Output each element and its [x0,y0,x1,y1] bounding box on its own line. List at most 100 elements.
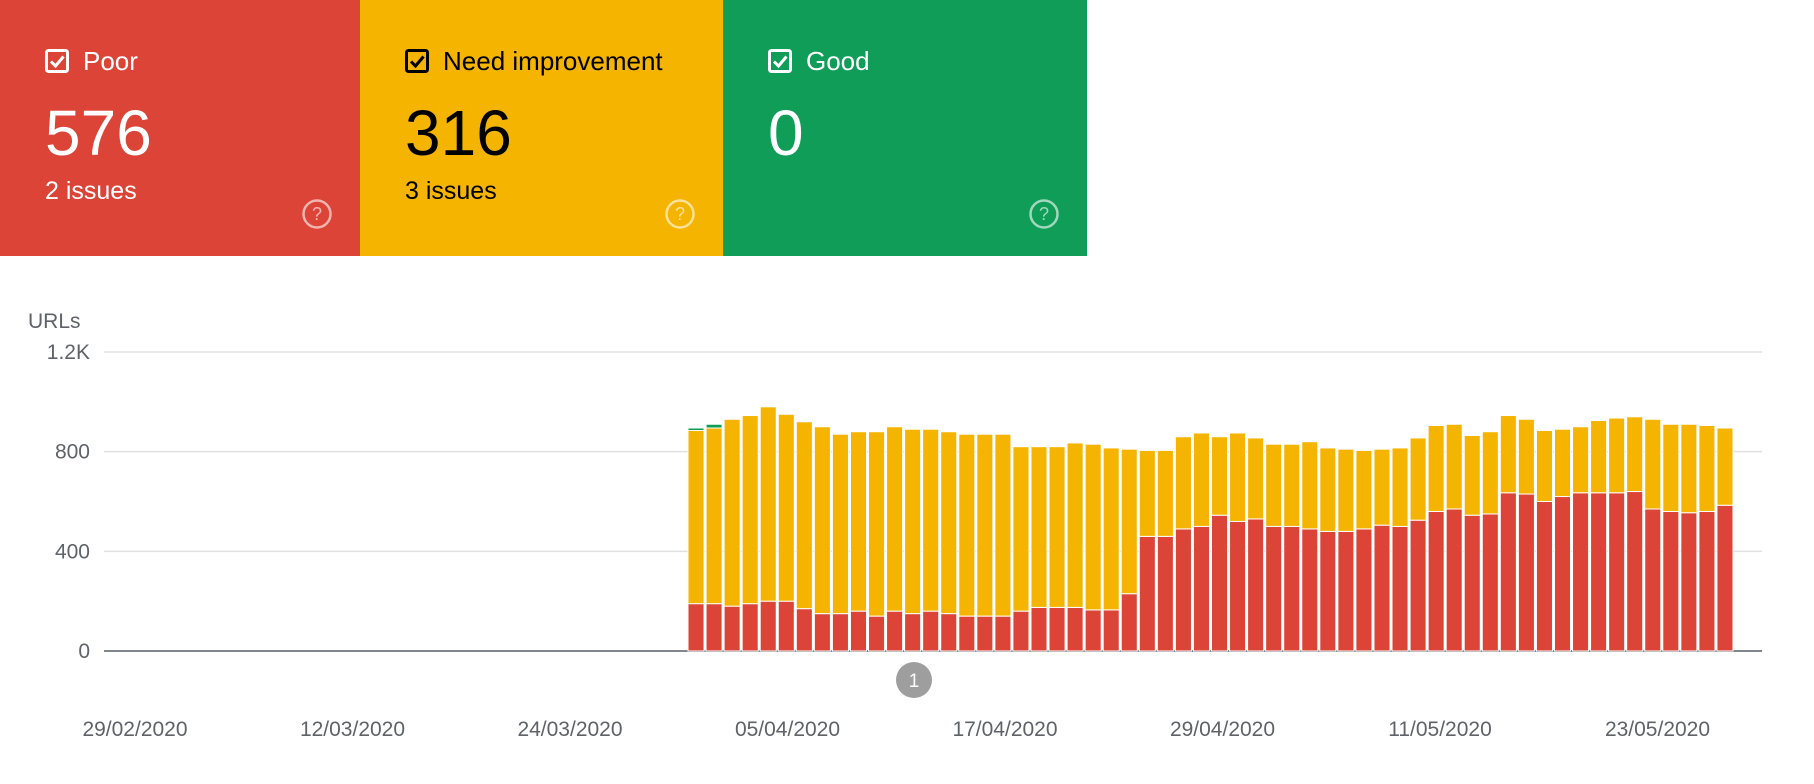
bar-segment-poor[interactable] [831,613,849,652]
bar-segment-poor[interactable] [1301,528,1319,652]
checkbox-checked-icon[interactable] [405,49,429,73]
bar-segment-need[interactable] [1337,448,1355,532]
bar-segment-poor[interactable] [886,610,904,652]
help-icon[interactable]: ? [664,198,696,230]
bar-segment-poor[interactable] [1030,606,1048,652]
bar-segment-need[interactable] [1247,437,1265,520]
bar-segment-need[interactable] [1066,442,1084,608]
bar-segment-poor[interactable] [759,600,777,652]
bar-segment-need[interactable] [1499,415,1517,494]
bar-segment-poor[interactable] [1373,524,1391,652]
bar-segment-poor[interactable] [741,603,759,652]
bar-segment-need[interactable] [1716,427,1734,506]
bar-segment-poor[interactable] [1283,525,1301,652]
bar-segment-poor[interactable] [958,615,976,652]
bar-segment-poor[interactable] [1680,512,1698,652]
bar-segment-need[interactable] [1463,434,1481,516]
bar-segment-poor[interactable] [1662,510,1680,652]
bar-segment-need[interactable] [1174,436,1192,530]
bar-segment-poor[interactable] [723,605,741,652]
bar-segment-poor[interactable] [1174,528,1192,652]
bar-segment-need[interactable] [723,418,741,607]
bar-segment-poor[interactable] [1463,514,1481,652]
bar-segment-need[interactable] [886,426,904,612]
help-icon[interactable]: ? [301,198,333,230]
bar-segment-poor[interactable] [1120,593,1138,652]
bar-segment-poor[interactable] [1626,491,1644,652]
bar-segment-poor[interactable] [868,615,886,652]
bar-segment-poor[interactable] [1337,530,1355,652]
bar-segment-need[interactable] [1391,447,1409,527]
bar-segment-need[interactable] [904,428,922,615]
bar-segment-poor[interactable] [1644,508,1662,652]
bar-segment-need[interactable] [1265,443,1283,527]
help-icon[interactable]: ? [1028,198,1060,230]
bar-segment-poor[interactable] [687,603,705,652]
bar-segment-need[interactable] [1319,447,1337,532]
annotation-marker[interactable]: 1 [896,662,932,698]
bar-segment-poor[interactable] [1572,492,1590,652]
bar-segment-need[interactable] [1048,446,1066,608]
bar-segment-poor[interactable] [813,613,831,652]
bar-segment-need[interactable] [1138,449,1156,537]
bar-segment-poor[interactable] [1211,514,1229,652]
bar-segment-need[interactable] [1427,425,1445,512]
bar-segment-need[interactable] [759,406,777,602]
bar-segment-poor[interactable] [922,610,940,652]
bar-segment-need[interactable] [1102,447,1120,611]
bar-segment-poor[interactable] [976,615,994,652]
bar-segment-need[interactable] [940,431,958,615]
bar-segment-poor[interactable] [1084,609,1102,652]
bar-segment-need[interactable] [1012,446,1030,612]
bar-segment-need[interactable] [1517,418,1535,495]
bar-segment-poor[interactable] [1247,518,1265,652]
bar-segment-need[interactable] [1626,416,1644,493]
bar-segment-need[interactable] [1120,448,1138,595]
bar-segment-need[interactable] [1229,432,1247,522]
need-improvement-card[interactable]: Need improvement 316 3 issues ? [360,0,723,256]
bar-segment-need[interactable] [1192,432,1210,527]
bar-segment-poor[interactable] [1048,606,1066,652]
checkbox-checked-icon[interactable] [768,49,792,73]
bar-segment-need[interactable] [1644,418,1662,510]
poor-issues[interactable]: 2 issues [45,177,137,205]
bar-segment-need[interactable] [1283,443,1301,527]
bar-segment-need[interactable] [1535,429,1553,503]
bar-segment-poor[interactable] [904,613,922,652]
bar-segment-poor[interactable] [1499,492,1517,652]
bar-segment-need[interactable] [1553,428,1572,498]
bar-segment-poor[interactable] [777,600,795,652]
bar-segment-need[interactable] [1156,449,1174,537]
bar-segment-need[interactable] [1590,420,1608,494]
bar-segment-poor[interactable] [1102,609,1120,652]
bar-segment-need[interactable] [849,431,868,612]
bar-segment-poor[interactable] [1192,525,1210,652]
bar-segment-need[interactable] [1608,417,1626,494]
bar-segment-need[interactable] [868,431,886,617]
bar-segment-need[interactable] [1355,449,1373,530]
bar-segment-need[interactable] [687,429,705,605]
bar-segment-need[interactable] [795,421,813,610]
bar-segment-need[interactable] [1572,426,1590,494]
bar-segment-need[interactable] [1301,441,1319,530]
bar-segment-poor[interactable] [1608,492,1626,652]
bar-segment-need[interactable] [1373,448,1391,526]
annotation-marker-circle[interactable] [896,662,932,698]
bar-segment-need[interactable] [1409,437,1427,521]
poor-card[interactable]: Poor 576 2 issues ? [0,0,360,256]
bar-segment-need[interactable] [1698,425,1716,512]
bar-segment-poor[interactable] [795,608,813,652]
bar-segment-poor[interactable] [1427,510,1445,652]
bar-segment-need[interactable] [831,433,849,615]
bar-segment-good[interactable] [705,423,723,429]
bar-segment-poor[interactable] [849,610,868,652]
checkbox-checked-icon[interactable] [45,49,69,73]
bar-segment-need[interactable] [777,413,795,602]
bar-segment-poor[interactable] [1066,606,1084,652]
good-card[interactable]: Good 0 ? [723,0,1087,256]
bar-segment-poor[interactable] [1012,610,1030,652]
bar-segment-need[interactable] [741,415,759,605]
bar-segment-poor[interactable] [1319,530,1337,652]
bar-segment-poor[interactable] [1138,535,1156,652]
bar-segment-need[interactable] [922,428,940,612]
